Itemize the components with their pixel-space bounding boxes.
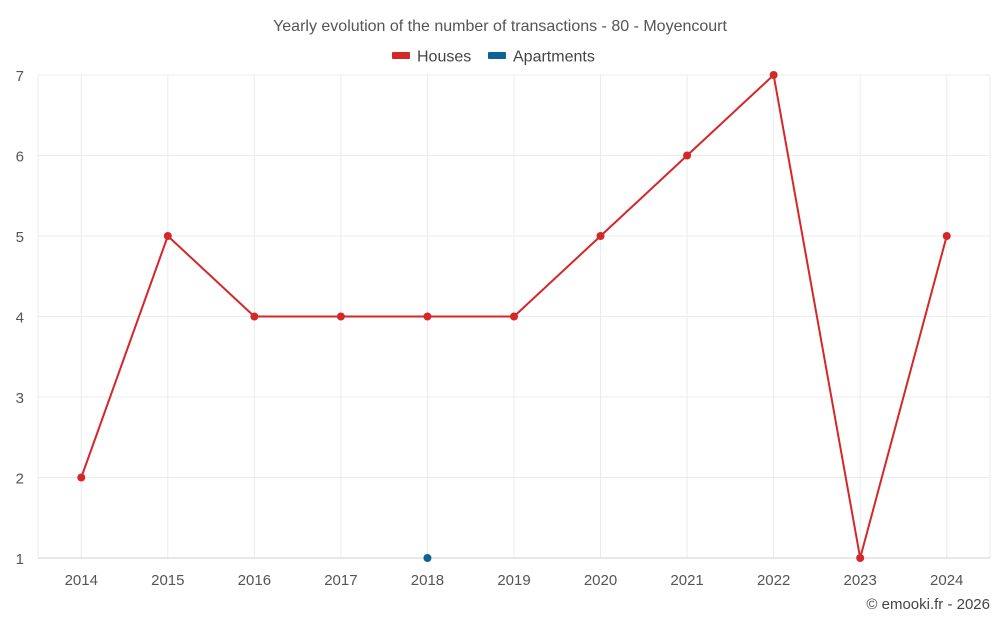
y-axis: 1 2 3 4 5 6 7	[16, 68, 24, 568]
x-tick-label: 2015	[151, 572, 184, 589]
y-tick-label: 2	[16, 471, 24, 488]
x-tick-label: 2014	[65, 572, 98, 589]
series-layer	[77, 71, 951, 562]
series-apartments	[423, 554, 432, 562]
data-point-houses	[683, 151, 692, 160]
x-tick-label: 2024	[930, 572, 963, 589]
data-point-houses	[510, 312, 518, 321]
x-tick-label: 2017	[324, 572, 357, 589]
x-tick-label: 2023	[843, 572, 876, 589]
data-point-houses	[336, 312, 345, 321]
data-point-houses	[423, 312, 432, 321]
y-tick-label: 4	[16, 310, 24, 327]
legend-item-houses: Houses	[392, 49, 471, 66]
x-tick-label: 2018	[411, 572, 444, 589]
data-point-apartments	[423, 554, 432, 562]
data-point-houses	[77, 473, 86, 482]
data-point-houses	[596, 232, 605, 240]
y-tick-label: 6	[16, 149, 24, 166]
x-tick-label: 2021	[670, 572, 703, 589]
legend-swatch	[392, 52, 410, 59]
y-tick-label: 5	[16, 229, 24, 246]
x-tick-label: 2022	[757, 572, 790, 589]
legend: Houses Apartments	[392, 49, 595, 66]
legend-label: Houses	[417, 49, 471, 66]
y-tick-label: 7	[16, 68, 24, 85]
series-houses	[77, 71, 951, 562]
data-point-houses	[769, 71, 778, 79]
y-tick-label: 1	[16, 551, 24, 568]
data-point-houses	[250, 312, 259, 321]
x-tick-label: 2020	[584, 572, 617, 589]
x-tick-label: 2019	[497, 572, 530, 589]
legend-item-apartments: Apartments	[488, 49, 595, 66]
data-point-houses	[163, 232, 172, 240]
data-point-houses	[942, 232, 951, 240]
x-tick-label: 2016	[238, 572, 271, 589]
data-point-houses	[856, 554, 865, 562]
y-tick-label: 3	[16, 390, 24, 407]
legend-swatch	[488, 52, 506, 59]
x-axis: 2014 2015 2016 2017 2018 2019 2020 2021 2022 2023…	[65, 572, 964, 589]
chart-title: Yearly evolution of the number of transa…	[273, 18, 727, 35]
credit-text: © emooki.fr - 2026	[866, 596, 990, 613]
legend-label: Apartments	[513, 49, 595, 66]
